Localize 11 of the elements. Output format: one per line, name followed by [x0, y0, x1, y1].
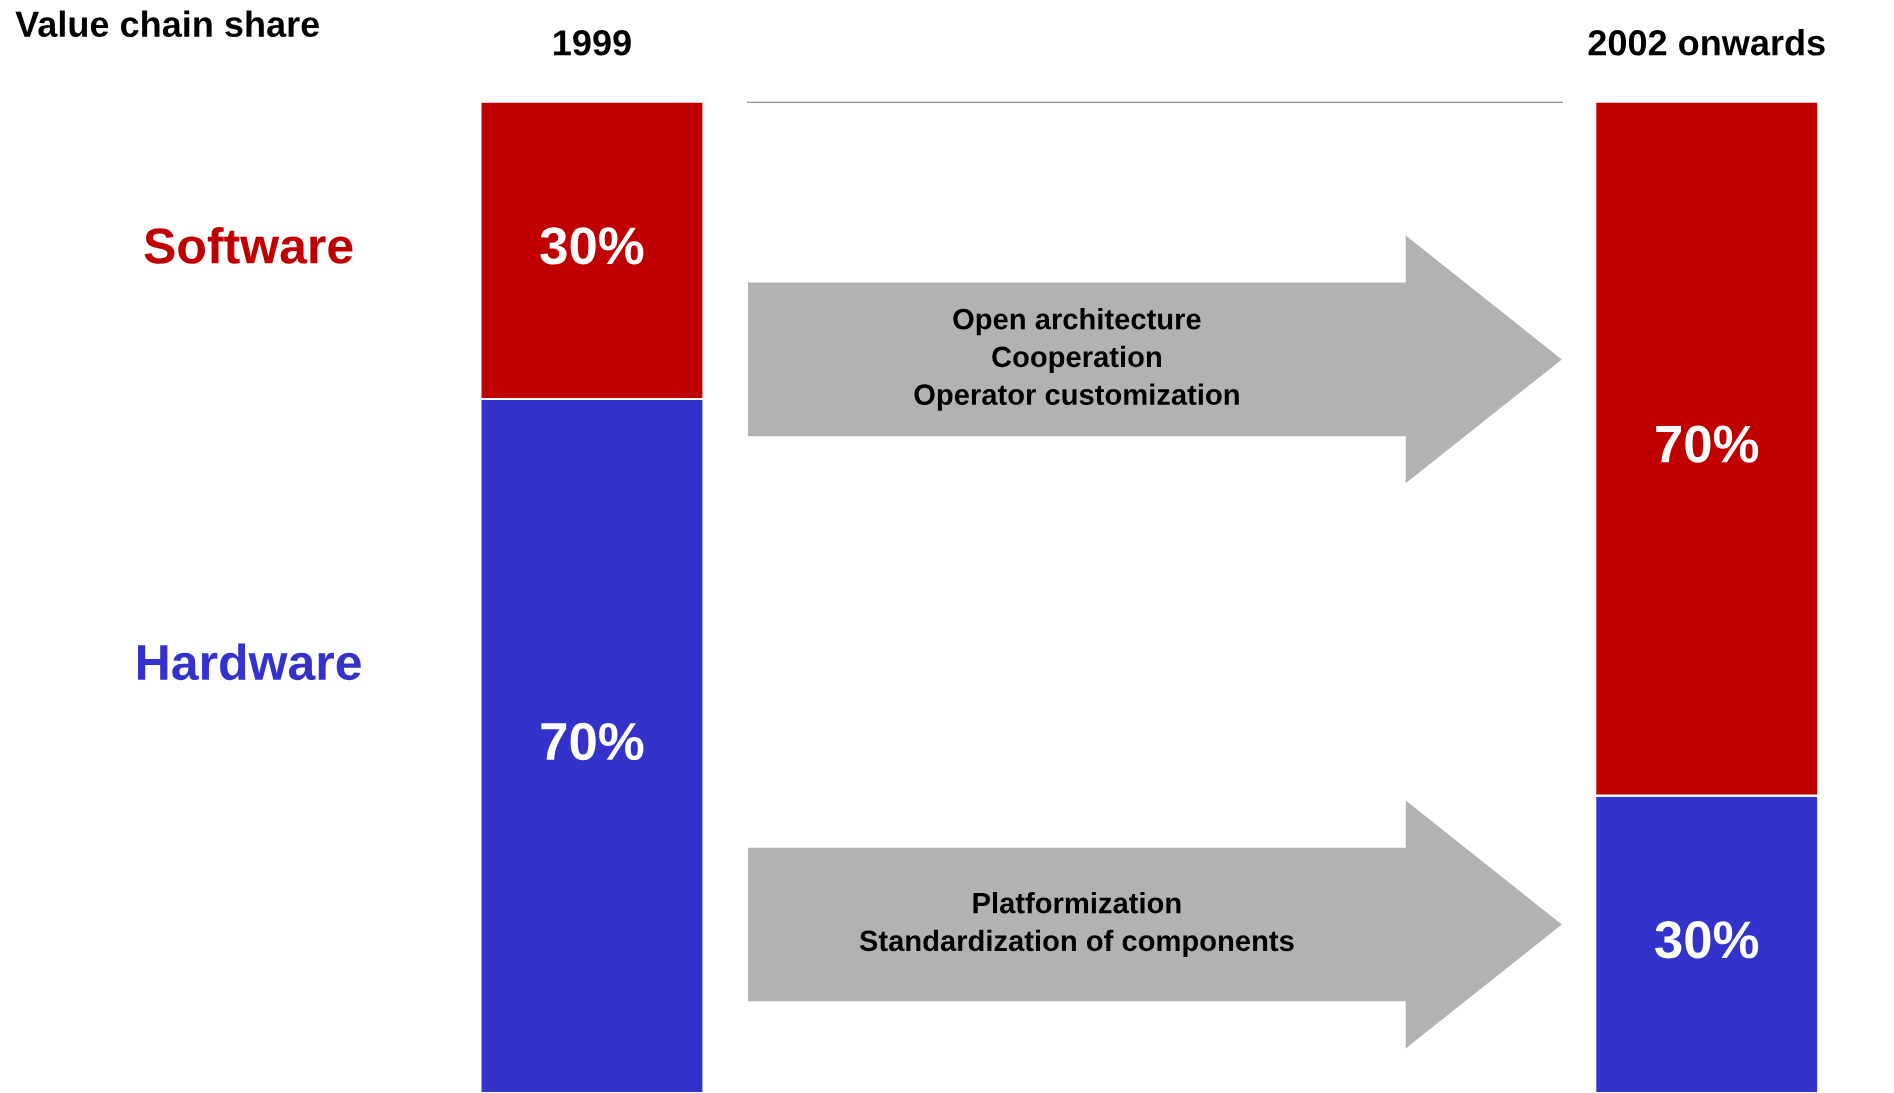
text: Software [144, 227, 353, 264]
annotation: Platformization Standardization of components [859, 892, 1294, 957]
data-label: 70% [541, 722, 644, 761]
data-label: 30% [540, 227, 644, 265]
text: Hardware [138, 643, 361, 681]
x-tick-label: 1999 [554, 30, 631, 56]
x-tick-label: 2002 onwards [1588, 29, 1825, 56]
annotation: Open architecture Cooperation Operator customization [914, 308, 1239, 411]
data-label: 70% [1656, 425, 1759, 463]
chart-title: Value chain share [15, 10, 320, 38]
data-label: 30% [1655, 921, 1759, 959]
